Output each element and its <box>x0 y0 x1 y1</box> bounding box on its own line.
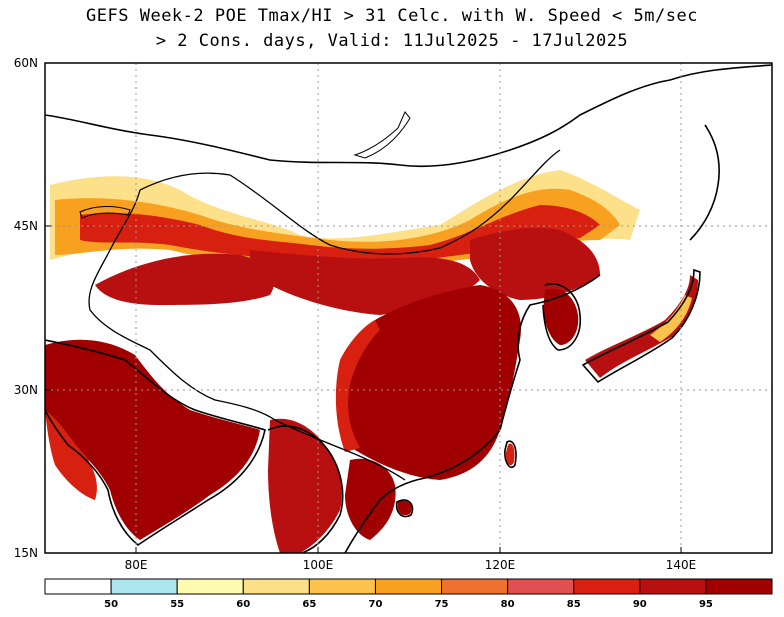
colorbar-label: 80 <box>501 599 515 610</box>
shade-japan <box>585 275 698 378</box>
shade-taiwan <box>505 443 515 466</box>
colorbar: 50 55 60 65 70 75 80 85 90 95 <box>44 578 773 610</box>
probability-field <box>45 63 772 553</box>
colorbar-label: 65 <box>302 599 316 610</box>
shade-tarim <box>95 253 274 305</box>
lon-label-100e: 100E <box>303 558 334 572</box>
india-coast <box>45 339 266 546</box>
shade-inner-mongolia <box>249 250 480 315</box>
colorbar-label: 50 <box>104 599 118 610</box>
colorbar-swatch <box>639 578 707 595</box>
shade-indochina <box>268 418 342 553</box>
colorbar-swatch <box>441 578 509 595</box>
shade-manchuria <box>470 228 600 300</box>
colorbar-swatch <box>573 578 641 595</box>
indochina-coast <box>267 425 344 553</box>
colorbar-label: 85 <box>567 599 581 610</box>
graticule <box>45 63 772 553</box>
colorbar-label: 70 <box>368 599 382 610</box>
china-north-border <box>139 149 561 255</box>
colorbar-swatch <box>242 578 310 595</box>
lon-label-140e: 140E <box>666 558 697 572</box>
lat-label-15n: 15N <box>14 546 38 560</box>
colorbar-swatch <box>308 578 376 595</box>
country-borders <box>88 149 561 481</box>
lat-label-30n: 30N <box>14 383 38 397</box>
lon-label-80e: 80E <box>125 558 148 572</box>
shade-korea <box>543 288 579 345</box>
colorbar-swatch <box>507 578 575 595</box>
lon-label-120e: 120E <box>485 558 516 572</box>
map-frame <box>44 62 773 554</box>
korea-coast <box>542 283 582 351</box>
colorbar-label: 60 <box>236 599 250 610</box>
colorbar-label: 75 <box>435 599 449 610</box>
china-south-border <box>274 419 406 481</box>
lake-baikal <box>353 111 411 159</box>
lat-label-45n: 45N <box>14 219 38 233</box>
shade-east-china <box>343 285 521 480</box>
lat-label-60n: 60N <box>14 56 38 70</box>
colorbar-swatch <box>110 578 178 595</box>
colorbar-label: 90 <box>633 599 647 610</box>
japan-coast <box>581 268 701 384</box>
colorbar-label: 55 <box>170 599 184 610</box>
colorbar-swatch <box>176 578 244 595</box>
china-west-border <box>88 189 276 421</box>
shade-hainan <box>397 500 412 516</box>
colorbar-label: 95 <box>699 599 713 610</box>
shade-east-china-rim <box>335 320 380 452</box>
map-title-line-1: GEFS Week-2 POE Tmax/HI > 31 Celc. with … <box>86 6 698 26</box>
coastlines <box>45 64 772 553</box>
hokkaido-sakhalin <box>689 124 720 241</box>
colorbar-swatch <box>374 578 443 595</box>
axis-ticks <box>45 62 682 554</box>
taiwan-outline <box>504 440 517 469</box>
asia-coast-east <box>45 64 772 168</box>
map-title-line-2: > 2 Cons. days, Valid: 11Jul2025 - 17Jul… <box>155 31 629 51</box>
colorbar-swatch <box>705 578 773 595</box>
colorbar-swatch <box>44 578 112 595</box>
shade-indochina-east <box>345 458 396 540</box>
hainan-outline <box>395 499 414 518</box>
shade-india <box>45 339 260 540</box>
lake-balkhash <box>79 206 131 219</box>
